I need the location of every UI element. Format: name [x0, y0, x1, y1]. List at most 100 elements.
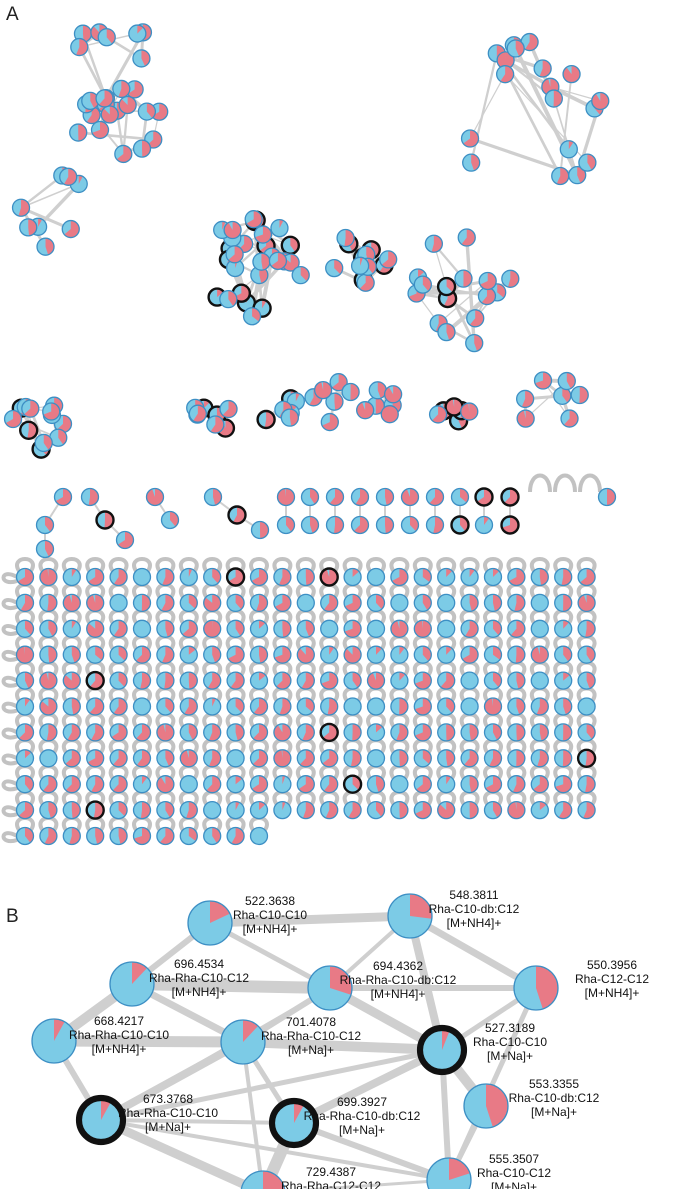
network-node — [300, 515, 320, 535]
network-node — [554, 567, 573, 587]
network-node — [125, 80, 144, 99]
network-node — [366, 645, 386, 664]
network-node — [437, 671, 456, 690]
network-node — [62, 619, 81, 638]
network-node — [557, 371, 576, 391]
network-node — [39, 567, 58, 587]
network-node — [350, 515, 370, 535]
network-node — [413, 275, 432, 294]
node-label-name: Rha-C10-db:C12 — [429, 902, 520, 916]
network-node — [320, 749, 339, 768]
network-node — [273, 593, 292, 613]
network-node — [474, 487, 494, 507]
network-node — [554, 645, 573, 664]
network-node — [291, 265, 310, 285]
network-node — [343, 593, 362, 613]
network-node — [507, 749, 526, 768]
network-node — [296, 697, 315, 716]
network-node — [320, 645, 339, 664]
network-node — [500, 515, 520, 535]
network-node — [495, 65, 515, 84]
network-node — [109, 775, 128, 794]
network-node — [577, 671, 596, 690]
network-edge — [96, 1115, 266, 1189]
network-node — [249, 800, 269, 820]
network-node — [86, 593, 105, 613]
network-node — [273, 749, 292, 768]
network-node — [413, 723, 432, 742]
network-node — [413, 619, 432, 638]
network-node — [507, 593, 526, 613]
network-node — [366, 567, 386, 587]
network-node — [320, 800, 339, 820]
network-node — [15, 723, 35, 742]
network-node-699-3927 — [268, 1097, 320, 1149]
network-node — [21, 399, 40, 418]
network-node — [226, 800, 245, 820]
network-node — [544, 89, 563, 108]
network-edge — [238, 1037, 447, 1055]
network-node — [249, 645, 269, 664]
node-label-name: Rha-Rha-C10-C12 — [261, 1029, 361, 1043]
network-node — [554, 749, 573, 768]
network-node — [380, 405, 399, 424]
network-node — [203, 619, 222, 638]
node-label-adduct: [M+Na]+ — [487, 1049, 533, 1063]
network-node — [390, 593, 409, 613]
network-node — [413, 671, 432, 690]
network-node — [390, 749, 409, 768]
network-node — [577, 697, 596, 716]
network-node — [577, 619, 596, 638]
network-node — [203, 775, 222, 794]
network-node — [132, 645, 152, 664]
network-node — [368, 381, 387, 400]
network-node — [460, 697, 479, 716]
network-edge — [48, 1035, 249, 1048]
network-node — [62, 723, 81, 742]
network-node — [156, 826, 175, 846]
network-node — [203, 671, 222, 690]
network-node — [273, 723, 292, 742]
network-node — [203, 826, 222, 846]
network-node — [366, 593, 386, 613]
network-node — [530, 593, 549, 613]
network-node — [273, 619, 292, 638]
network-node — [296, 671, 315, 690]
node-label-mz: 548.3811 — [449, 888, 498, 902]
network-node — [437, 593, 456, 613]
network-node — [109, 645, 128, 664]
network-node — [319, 722, 339, 743]
network-node — [437, 775, 456, 794]
network-node — [424, 234, 444, 253]
network-node — [577, 800, 596, 820]
network-node — [70, 37, 89, 57]
network-node — [413, 567, 432, 587]
network-node — [425, 487, 445, 507]
network-node — [115, 530, 135, 550]
network-edge — [406, 912, 540, 992]
network-node — [132, 593, 152, 613]
network-edge — [205, 911, 415, 928]
node-label-mz: 550.3956 — [587, 958, 637, 972]
network-node — [562, 64, 581, 84]
network-node-694-4362 — [307, 965, 353, 1011]
network-node — [53, 487, 73, 507]
node-label-mz: 673.3768 — [143, 1092, 193, 1106]
network-node — [273, 800, 292, 820]
network-node — [336, 228, 355, 248]
network-node-696-4534 — [109, 961, 155, 1007]
network-node — [500, 487, 520, 507]
node-label-mz: 729.4387 — [306, 1165, 356, 1179]
network-node — [483, 749, 503, 768]
network-node — [19, 420, 39, 440]
network-node — [95, 510, 115, 530]
network-node — [296, 800, 315, 820]
network-node — [11, 198, 31, 217]
network-node — [156, 593, 175, 613]
network-node-701-4078 — [220, 1019, 266, 1065]
network-node — [179, 645, 198, 664]
network-node — [296, 593, 315, 613]
network-node — [249, 749, 269, 768]
node-label-adduct: [M+Na]+ — [288, 1043, 334, 1057]
network-node — [530, 645, 549, 664]
